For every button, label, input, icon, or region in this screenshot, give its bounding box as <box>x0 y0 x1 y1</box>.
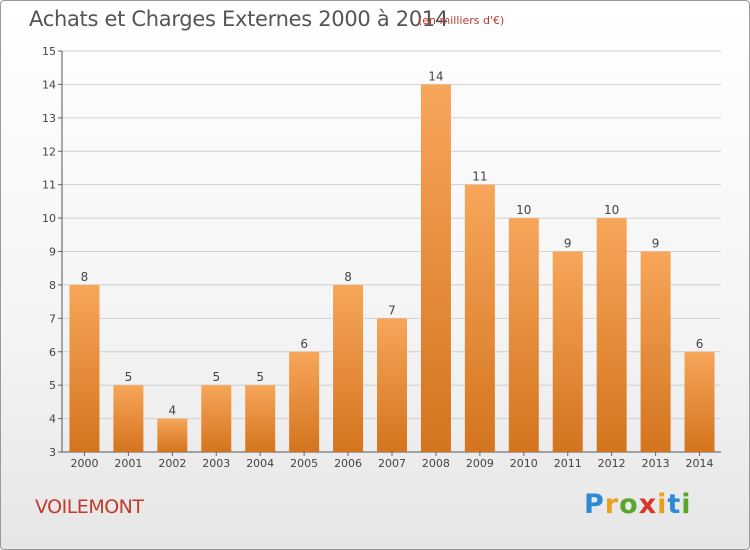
data-label: 14 <box>428 69 443 83</box>
bar-2001[interactable] <box>113 385 144 452</box>
x-tick-label: 2000 <box>70 457 98 470</box>
logo-letter: t <box>667 489 682 520</box>
x-tick-label: 2003 <box>202 457 230 470</box>
y-tick-label: 10 <box>42 212 56 225</box>
data-label: 5 <box>125 370 133 384</box>
x-tick-label: 2007 <box>378 457 406 470</box>
data-label: 9 <box>652 237 660 251</box>
y-tick-label: 8 <box>49 279 56 292</box>
bar-2002[interactable] <box>157 418 188 452</box>
bar-2007[interactable] <box>377 318 407 452</box>
logo-letter: r <box>604 489 620 520</box>
logo-letter: i <box>657 489 668 520</box>
bar-2013[interactable] <box>640 251 671 453</box>
bar-2003[interactable] <box>201 385 232 452</box>
bar-2008[interactable] <box>420 84 451 453</box>
chart-unit: (en milliers d'€) <box>418 14 505 27</box>
data-label: 6 <box>696 337 704 351</box>
x-tick-label: 2006 <box>334 457 362 470</box>
bar-2006[interactable] <box>333 284 364 452</box>
bar-2010[interactable] <box>508 218 539 452</box>
x-tick-label: 2011 <box>554 457 582 470</box>
data-label: 7 <box>388 303 396 317</box>
proxiti-logo[interactable]: Proxiti <box>584 489 692 520</box>
data-label: 5 <box>256 370 264 384</box>
bar-2011[interactable] <box>552 251 583 453</box>
y-tick-label: 13 <box>42 112 56 125</box>
data-label: 11 <box>472 170 487 184</box>
x-tick-label: 2001 <box>114 457 142 470</box>
x-tick-label: 2014 <box>686 457 714 470</box>
commune-name: VOILEMONT <box>35 496 144 518</box>
y-tick-label: 5 <box>49 379 56 392</box>
y-tick-label: 9 <box>49 246 56 259</box>
data-label: 10 <box>604 203 619 217</box>
y-tick-label: 6 <box>49 346 56 359</box>
label-layer: 2000 8 2001 5 2002 4 2003 5 2004 5 2005 6 2006 8 2007 7… <box>70 69 713 470</box>
data-label: 5 <box>212 370 220 384</box>
data-label: 10 <box>516 203 531 217</box>
bar-2005[interactable] <box>289 351 320 452</box>
data-label: 9 <box>564 237 572 251</box>
data-label: 8 <box>81 270 89 284</box>
bar-2009[interactable] <box>464 184 495 452</box>
x-tick-label: 2009 <box>466 457 494 470</box>
bar-2012[interactable] <box>596 218 627 452</box>
bar-2004[interactable] <box>245 385 276 452</box>
data-label: 4 <box>169 404 177 418</box>
y-tick-label: 7 <box>49 312 56 325</box>
bar-2014[interactable] <box>684 351 715 452</box>
bar-2000[interactable] <box>69 284 100 452</box>
x-tick-label: 2005 <box>290 457 318 470</box>
logo-letter: P <box>584 489 605 520</box>
logo-letter: x <box>638 489 658 520</box>
x-tick-label: 2013 <box>642 457 670 470</box>
chart-title: Achats et Charges Externes 2000 à 2014 <box>29 7 449 31</box>
x-tick-label: 2002 <box>158 457 186 470</box>
data-label: 6 <box>300 337 308 351</box>
x-tick-label: 2012 <box>598 457 626 470</box>
y-tick-label: 14 <box>42 78 56 91</box>
y-tick-label: 3 <box>49 446 56 459</box>
y-tick-label: 15 <box>42 45 56 58</box>
x-tick-label: 2008 <box>422 457 450 470</box>
y-tick-label: 4 <box>49 413 56 426</box>
y-tick-label: 11 <box>42 179 56 192</box>
y-tick-label: 12 <box>42 145 56 158</box>
x-tick-label: 2004 <box>246 457 274 470</box>
logo-letter: o <box>619 489 639 520</box>
x-tick-label: 2010 <box>510 457 538 470</box>
bar-layer <box>69 84 715 453</box>
data-label: 8 <box>344 270 352 284</box>
logo-letter: i <box>681 489 692 520</box>
